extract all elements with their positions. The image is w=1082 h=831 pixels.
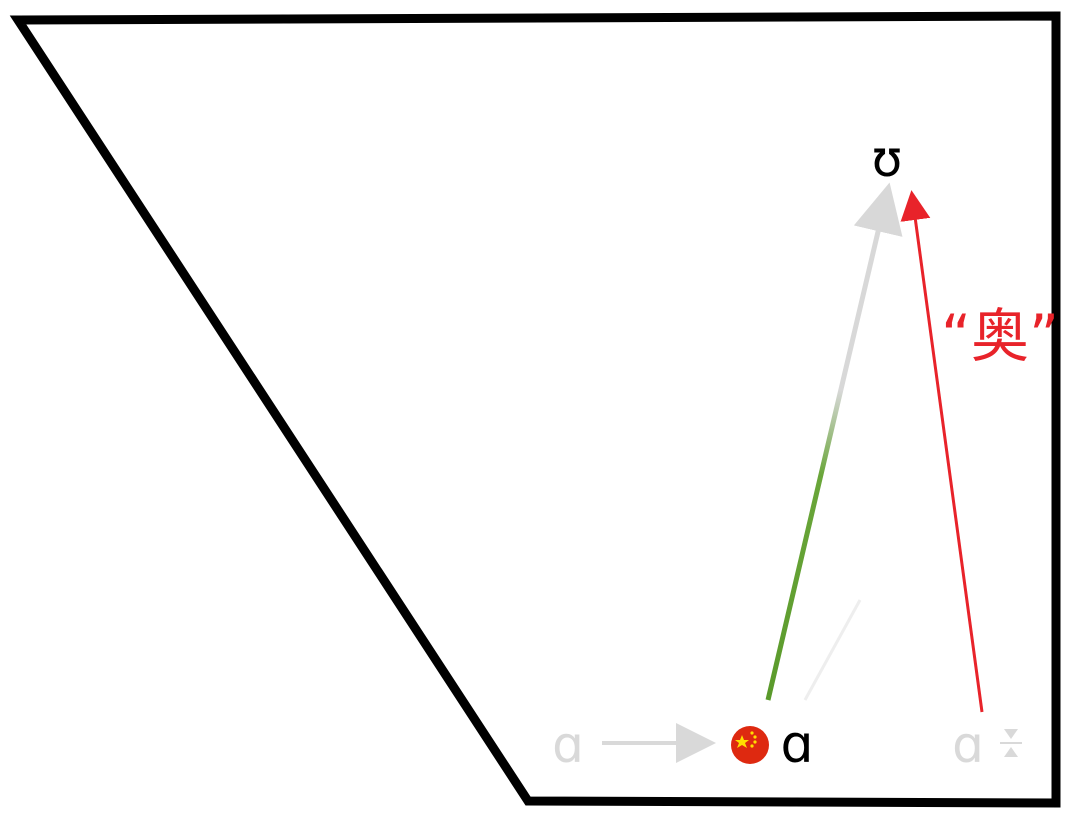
right-ghost-vowel: ɑ xyxy=(952,716,984,774)
left-ghost-vowel: ɑ xyxy=(552,716,584,774)
ghost-triangle-markers-icon xyxy=(1000,729,1022,757)
annotation-arrow xyxy=(900,190,984,713)
source-vowel-symbol: ɑ xyxy=(780,715,813,775)
ghost-trajectory xyxy=(803,599,862,701)
china-flag-icon xyxy=(731,726,769,764)
target-vowel-symbol: ʊ xyxy=(872,130,903,188)
glide-arrow xyxy=(765,182,903,701)
vowel-quadrilateral xyxy=(9,11,1061,808)
annotation-label: “奥” xyxy=(941,302,1059,370)
